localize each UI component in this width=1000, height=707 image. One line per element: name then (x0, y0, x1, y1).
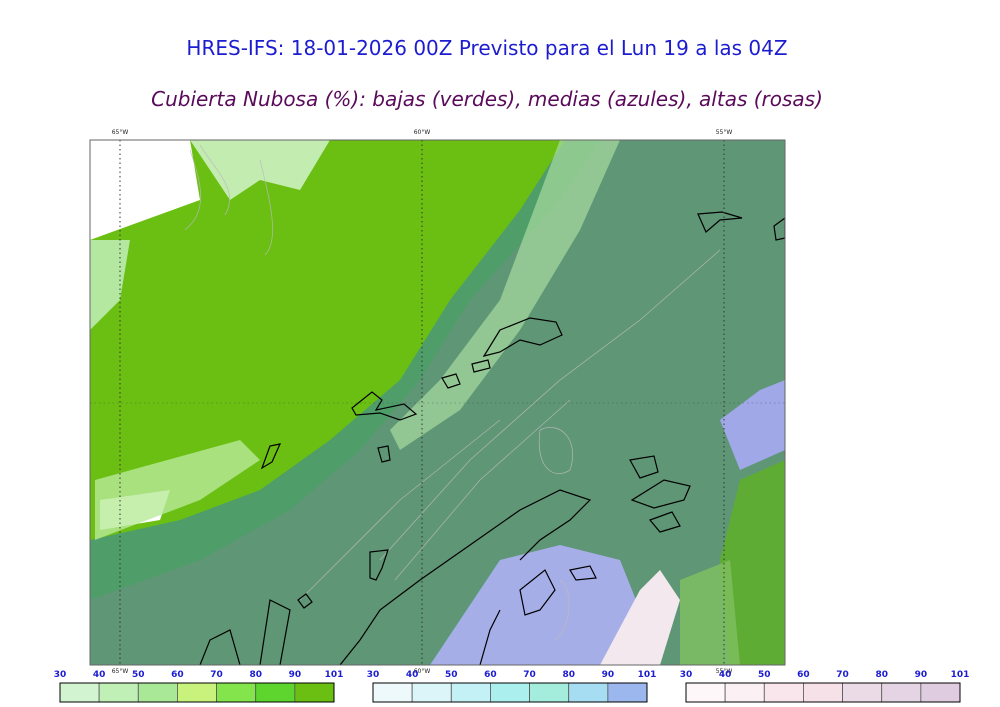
colorbar-label: 80 (875, 670, 888, 680)
colorbar-label: 50 (758, 670, 771, 680)
colorbar-label: 30 (680, 670, 693, 680)
colorbar-label: 60 (484, 670, 497, 680)
lon-label: 60°W (414, 668, 431, 675)
colorbar-box (59, 682, 100, 703)
title: HRES-IFS: 18-01-2026 00Z Previsto para e… (186, 36, 787, 60)
colorbar-box (529, 682, 570, 703)
colorbar-box (803, 682, 843, 703)
colorbar-label: 90 (915, 670, 928, 680)
lon-label: 65°W (112, 129, 129, 136)
colorbar-box (450, 682, 491, 703)
colorbar-box (216, 682, 257, 703)
colorbar-label: 50 (132, 670, 145, 680)
colorbar-box (137, 682, 178, 703)
colorbar-label: 30 (54, 670, 67, 680)
colorbar-label: 70 (836, 670, 849, 680)
colorbar-label: 90 (602, 670, 615, 680)
colorbar-frame (372, 682, 648, 703)
colorbar-box (177, 682, 217, 703)
colorbar-label: 70 (523, 670, 536, 680)
colorbar-box (842, 682, 883, 703)
colorbar-label: 60 (171, 670, 184, 680)
colorbar-frame (59, 682, 335, 703)
colorbar-label: 101 (638, 670, 657, 680)
colorbar-label: 40 (719, 670, 732, 680)
lon-label: 60°W (414, 129, 431, 136)
colorbar-box (568, 682, 609, 703)
lon-label: 55°W (716, 668, 733, 675)
colorbar-box (294, 682, 335, 703)
colorbar-box (685, 682, 726, 703)
colorbar-label: 70 (210, 670, 223, 680)
colorbar-label: 40 (93, 670, 106, 680)
lon-label: 65°W (112, 668, 129, 675)
colorbar-box (920, 682, 961, 703)
colorbar-label: 30 (367, 670, 380, 680)
subtitle: Cubierta Nubosa (%): bajas (verdes), med… (151, 87, 823, 111)
colorbar-box (763, 682, 804, 703)
colorbar-box (607, 682, 648, 703)
colorbar-label: 80 (562, 670, 575, 680)
colorbar-box (372, 682, 413, 703)
colorbar-box (98, 682, 139, 703)
colorbar-label: 40 (406, 670, 419, 680)
colorbar-box (490, 682, 530, 703)
colorbar-frame (685, 682, 961, 703)
colorbar-label: 50 (445, 670, 458, 680)
colorbar-label: 90 (289, 670, 302, 680)
lon-label: 55°W (716, 129, 733, 136)
colorbar-label: 60 (797, 670, 810, 680)
colorbar-label: 101 (951, 670, 970, 680)
colorbar-box (724, 682, 765, 703)
colorbar-label: 80 (249, 670, 262, 680)
colorbar-box (255, 682, 296, 703)
map: 65°W 60°W 55°W 65°W 60°W 55°W (89, 129, 786, 675)
colorbar-box (881, 682, 922, 703)
colorbar-label: 101 (325, 670, 344, 680)
colorbar-box (411, 682, 452, 703)
